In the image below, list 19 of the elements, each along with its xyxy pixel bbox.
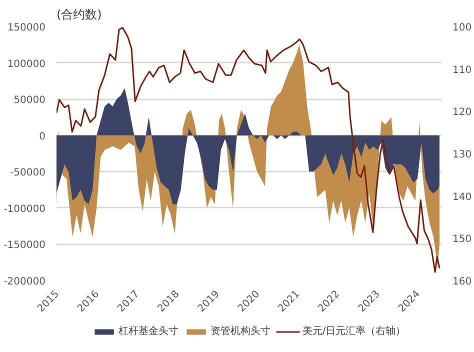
y2-tick-label: 110 xyxy=(452,64,472,76)
y2-tick-label: 160 xyxy=(452,276,472,288)
y-axis-title: (合约数) xyxy=(56,8,102,22)
y2-tick-label: 140 xyxy=(452,192,472,203)
y-tick-label: 0 xyxy=(39,131,46,142)
y-tick-label: 150000 xyxy=(7,22,46,34)
y2-tick-label: 100 xyxy=(452,22,472,34)
y-tick-label: 50000 xyxy=(14,95,46,106)
y2-tick-label: 150 xyxy=(452,234,472,246)
y-tick-label: -50000 xyxy=(10,168,46,179)
y2-tick-label: 130 xyxy=(452,150,472,160)
y2-tick-label: 120 xyxy=(452,107,472,118)
legend-label: 美元/日元汇率（右轴） xyxy=(302,324,406,338)
y-tick-label: -100000 xyxy=(4,204,46,215)
legend-label: 杠杆基金头寸 xyxy=(118,324,178,338)
y-tick-label: -200000 xyxy=(4,276,46,288)
y-tick-label: 100000 xyxy=(7,58,46,70)
y-tick-label: -150000 xyxy=(4,240,46,252)
legend-label: 资管机构头寸 xyxy=(210,324,270,338)
